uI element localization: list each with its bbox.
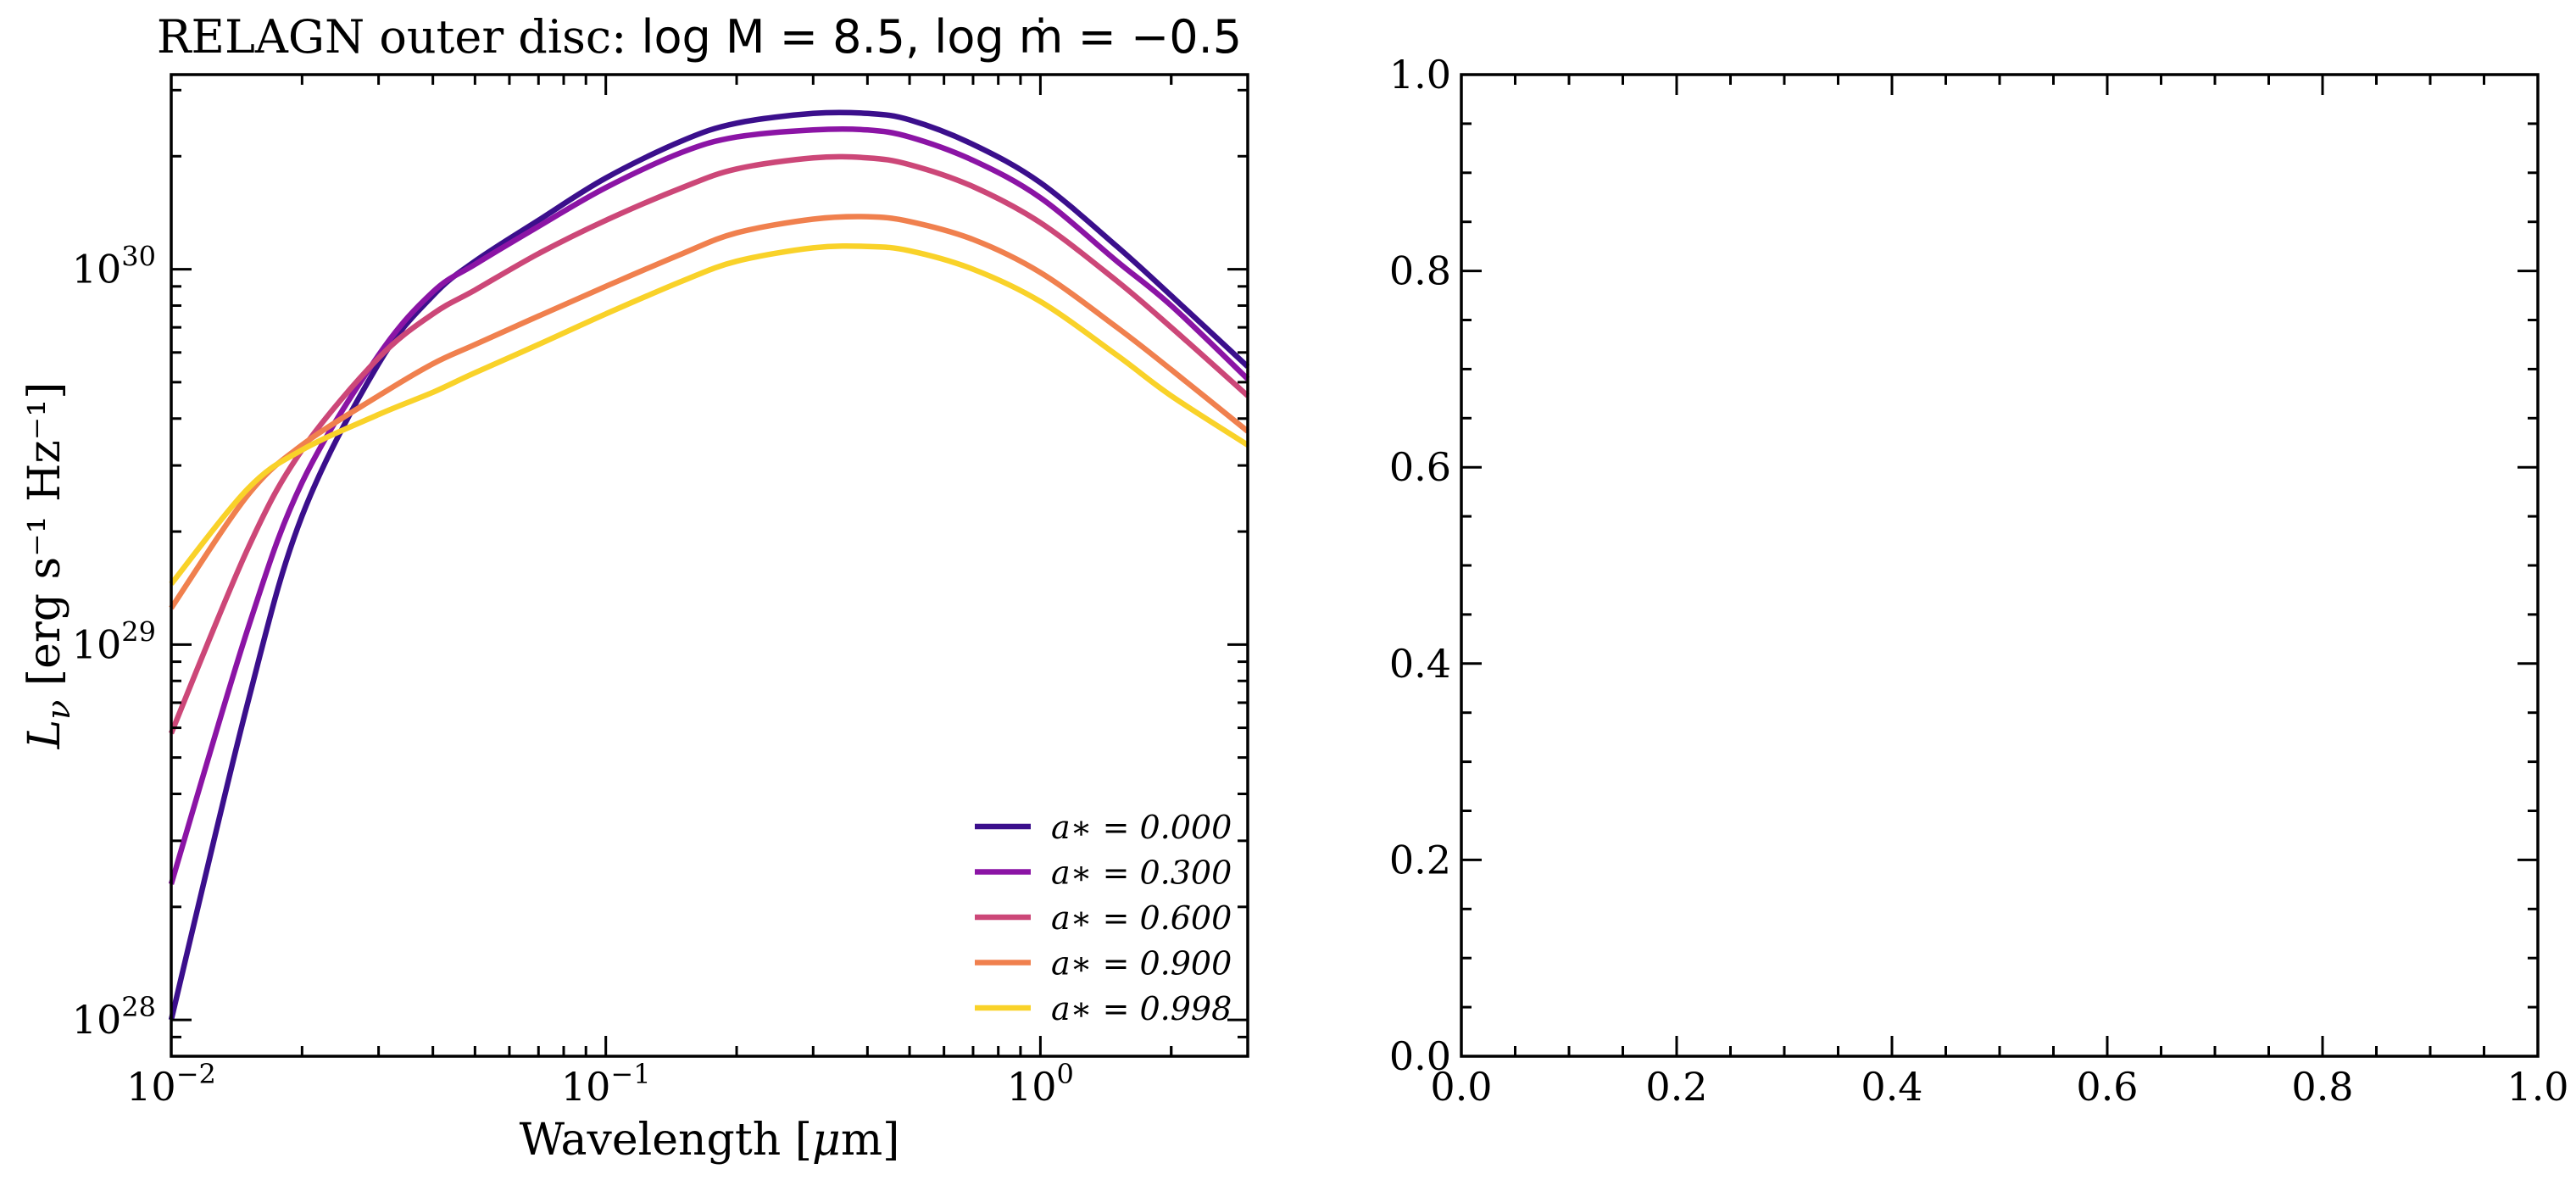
x-tick-label: 0.0 xyxy=(1430,1064,1492,1110)
x-tick-label: 0.8 xyxy=(2291,1064,2353,1110)
x-tick-label: 100 xyxy=(1007,1058,1074,1110)
left-plot-title: RELAGN outer disc: log M = 8.5, log ṁ = … xyxy=(157,10,1242,64)
legend-label: a∗ = 0.998 xyxy=(1051,990,1232,1027)
series-line-4 xyxy=(169,242,1249,586)
legend-item: a∗ = 0.998 xyxy=(975,990,1232,1027)
right-plot-frame xyxy=(1460,73,2540,1058)
legend-label: a∗ = 0.000 xyxy=(1051,809,1232,846)
legend-item: a∗ = 0.900 xyxy=(975,945,1232,982)
right-plot-ticks xyxy=(1460,73,2540,1058)
series-line-3 xyxy=(169,214,1250,610)
y-tick-label: 0.2 xyxy=(1389,837,1451,882)
y-tick-label: 0.0 xyxy=(1389,1033,1451,1079)
left-plot-curves xyxy=(168,109,1250,1021)
y-tick-label: 0.8 xyxy=(1389,248,1451,294)
x-tick-label: 0.2 xyxy=(1645,1064,1707,1110)
legend-item: a∗ = 0.300 xyxy=(975,854,1232,892)
left-plot-tick-labels: 10−2 10−1 100 1028 1029 1030 xyxy=(72,241,1074,1110)
legend-item: a∗ = 0.600 xyxy=(975,899,1232,937)
series-line-1 xyxy=(168,126,1250,885)
y-tick-label: 0.4 xyxy=(1389,641,1451,687)
left-plot-y-axis-label: Lν [erg s⁻¹ Hz⁻¹] xyxy=(19,382,77,750)
left-plot-x-axis-label: Wavelength [μm] xyxy=(520,1115,900,1166)
legend-item: a∗ = 0.000 xyxy=(975,809,1232,846)
y-tick-label: 0.6 xyxy=(1389,444,1451,490)
x-tick-label: 0.6 xyxy=(2076,1064,2138,1110)
legend: a∗ = 0.000 a∗ = 0.300 a∗ = 0.600 a∗ = 0.900… xyxy=(975,809,1232,1027)
series-line-0 xyxy=(168,109,1250,1021)
right-plot-tick-labels: 0.0 0.2 0.4 0.6 0.8 1.0 0.0 0.2 0.4 0.6 0.8 1.0 xyxy=(1389,52,2569,1110)
x-tick-label: 1.0 xyxy=(2506,1064,2568,1110)
x-tick-label: 0.4 xyxy=(1861,1064,1922,1110)
left-plot-frame xyxy=(170,73,1249,1058)
legend-label: a∗ = 0.300 xyxy=(1051,854,1232,892)
y-tick-label: 1029 xyxy=(72,615,156,667)
y-tick-label: 1028 xyxy=(72,991,156,1043)
y-tick-label: 1030 xyxy=(72,241,156,292)
x-tick-label: 10−2 xyxy=(126,1058,216,1110)
left-plot-ticks xyxy=(170,75,1249,1058)
y-tick-label: 1.0 xyxy=(1389,52,1451,97)
legend-label: a∗ = 0.900 xyxy=(1051,945,1232,982)
legend-label: a∗ = 0.600 xyxy=(1051,899,1232,937)
x-tick-label: 10−1 xyxy=(561,1058,651,1110)
